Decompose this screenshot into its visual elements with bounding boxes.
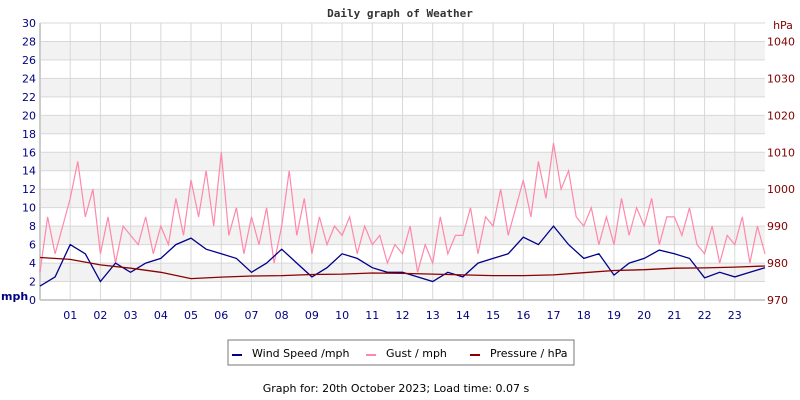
series-line-wind bbox=[39, 225, 766, 287]
x-tick-label: 20 bbox=[637, 309, 651, 322]
legend-label: Gust / mph bbox=[386, 347, 447, 360]
left-tick-label: 8 bbox=[29, 220, 36, 233]
right-tick-label: 1010 bbox=[767, 146, 795, 159]
x-tick-label: 22 bbox=[698, 309, 712, 322]
x-tick-label: 01 bbox=[63, 309, 77, 322]
x-tick-label: 04 bbox=[154, 309, 168, 322]
series-line-gust bbox=[39, 142, 766, 273]
x-tick-label: 13 bbox=[426, 309, 440, 322]
right-axis-unit: hPa bbox=[773, 19, 793, 32]
x-tick-label: 09 bbox=[305, 309, 319, 322]
left-tick-label: 24 bbox=[22, 72, 36, 85]
right-tick-label: 1030 bbox=[767, 72, 795, 85]
left-tick-label: 16 bbox=[22, 146, 36, 159]
x-tick-label: 05 bbox=[184, 309, 198, 322]
footer-text: Graph for: 20th October 2023; Load time:… bbox=[263, 382, 530, 395]
left-tick-label: 0 bbox=[29, 294, 36, 307]
x-tick-label: 12 bbox=[396, 309, 410, 322]
x-tick-label: 17 bbox=[547, 309, 561, 322]
right-tick-label: 980 bbox=[767, 257, 788, 270]
left-tick-label: 18 bbox=[22, 128, 36, 141]
x-tick-label: 16 bbox=[516, 309, 530, 322]
x-tick-label: 06 bbox=[214, 309, 228, 322]
x-tick-label: 03 bbox=[124, 309, 138, 322]
x-tick-label: 02 bbox=[93, 309, 107, 322]
x-tick-label: 14 bbox=[456, 309, 470, 322]
left-tick-label: 22 bbox=[22, 91, 36, 104]
x-tick-label: 07 bbox=[244, 309, 258, 322]
x-tick-label: 21 bbox=[667, 309, 681, 322]
left-tick-label: 10 bbox=[22, 202, 36, 215]
left-tick-label: 20 bbox=[22, 109, 36, 122]
left-tick-label: 30 bbox=[22, 17, 36, 30]
x-tick-label: 15 bbox=[486, 309, 500, 322]
left-tick-label: 14 bbox=[22, 165, 36, 178]
right-tick-label: 1040 bbox=[767, 35, 795, 48]
legend-label: Wind Speed /mph bbox=[252, 347, 350, 360]
x-tick-label: 10 bbox=[335, 309, 349, 322]
legend-label: Pressure / hPa bbox=[490, 347, 568, 360]
left-tick-label: 4 bbox=[29, 257, 36, 270]
x-tick-label: 19 bbox=[607, 309, 621, 322]
right-tick-label: 990 bbox=[767, 220, 788, 233]
series-line-pressure bbox=[39, 256, 766, 280]
right-tick-label: 1000 bbox=[767, 183, 795, 196]
left-tick-label: 12 bbox=[22, 183, 36, 196]
left-axis-unit: mph bbox=[1, 290, 28, 303]
x-tick-label: 08 bbox=[275, 309, 289, 322]
left-tick-label: 28 bbox=[22, 35, 36, 48]
left-tick-label: 26 bbox=[22, 54, 36, 67]
left-tick-label: 2 bbox=[29, 276, 36, 289]
x-tick-label: 23 bbox=[728, 309, 742, 322]
legend: Wind Speed /mph Gust / mph Pressure / hPa bbox=[227, 339, 575, 366]
right-tick-label: 970 bbox=[767, 294, 788, 307]
left-tick-label: 6 bbox=[29, 239, 36, 252]
chart-title: Daily graph of Weather bbox=[327, 7, 473, 20]
x-tick-label: 11 bbox=[365, 309, 379, 322]
right-tick-label: 1020 bbox=[767, 109, 795, 122]
x-tick-label: 18 bbox=[577, 309, 591, 322]
